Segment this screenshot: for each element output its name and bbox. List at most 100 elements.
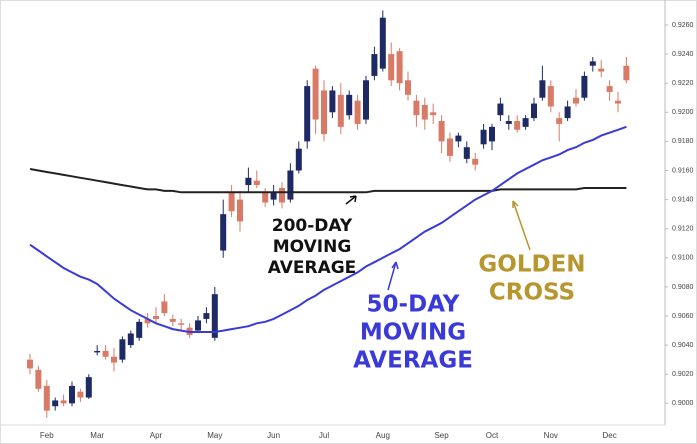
annotation: 50-DAY [367, 292, 460, 318]
y-tick-label: 0.9080 [672, 284, 694, 291]
candle-body [312, 68, 319, 120]
candle-body [379, 17, 386, 69]
candle-body [69, 385, 75, 404]
candle-body [228, 192, 235, 212]
candle-body [144, 318, 151, 324]
candle-body [522, 118, 529, 127]
candle-body [253, 180, 260, 186]
candle-body [489, 126, 495, 142]
candle-body [472, 158, 479, 165]
candle-body [354, 100, 361, 124]
candle-body [178, 323, 185, 325]
candle-body [337, 94, 344, 127]
x-tick-label: Mar [90, 431, 104, 440]
x-tick-label: Apr [150, 431, 163, 440]
candle-body [169, 318, 176, 322]
candle-body [598, 68, 605, 72]
candle-body [329, 90, 336, 113]
candle-body [262, 192, 269, 203]
x-tick-label: Feb [40, 431, 54, 440]
candle-body [35, 369, 42, 389]
candle-body [195, 320, 201, 331]
annotation: CROSS [489, 280, 575, 306]
candle-body [203, 313, 210, 319]
annotation: 200-DAY [272, 216, 353, 236]
arrow-golden [512, 200, 531, 251]
x-tick-label: Jun [267, 431, 280, 440]
x-tick-label: Dec [602, 431, 616, 440]
candle-body [127, 333, 134, 346]
candle-body [371, 54, 378, 76]
candle-body [430, 112, 437, 116]
candle-body [480, 129, 487, 145]
candle-body [615, 100, 621, 104]
candle-body [581, 75, 588, 98]
candle-body [388, 54, 395, 81]
candle-body [589, 61, 596, 66]
x-tick-label: Jul [319, 431, 329, 440]
candle-body [497, 103, 504, 116]
candle-body [153, 316, 159, 319]
y-tick-label: 0.9100 [672, 255, 694, 262]
candle-body [505, 121, 512, 124]
y-tick-label: 0.9160 [672, 167, 694, 174]
candle-body [363, 80, 369, 120]
annotation: MOVING [360, 320, 466, 346]
candle-body [295, 148, 302, 171]
y-tick-label: 0.9000 [672, 400, 694, 407]
annotation: AVERAGE [353, 348, 473, 374]
candle-body [94, 350, 101, 353]
candle-body [211, 294, 218, 338]
candle-body [245, 177, 252, 186]
x-tick-label: Oct [486, 431, 499, 440]
y-tick-label: 0.9120 [672, 226, 694, 233]
candle-body [136, 321, 143, 338]
candle-body [346, 94, 353, 116]
y-tick-label: 0.9180 [672, 138, 694, 145]
y-tick-label: 0.9200 [672, 109, 694, 116]
ma200-line [29, 168, 627, 194]
candle-body [27, 359, 33, 369]
x-tick-label: Nov [544, 431, 558, 440]
annotation: GOLDEN [478, 252, 585, 278]
annotation: MOVING [273, 237, 352, 257]
candle-body [606, 86, 613, 92]
candle-body [539, 80, 546, 98]
candle-body [455, 135, 462, 142]
candle-body [161, 301, 168, 314]
candle-body [413, 100, 420, 116]
candle-body [405, 80, 411, 95]
y-tick-label: 0.9140 [672, 196, 694, 203]
candle-body [421, 105, 428, 120]
candle-body [60, 400, 67, 404]
y-tick-label: 0.9260 [672, 22, 694, 29]
candle-body [102, 350, 109, 357]
x-tick-label: Sep [434, 431, 449, 440]
candle-body [85, 377, 92, 398]
y-tick-label: 0.9220 [672, 80, 694, 87]
candle-body [447, 138, 453, 156]
candle-body [531, 103, 537, 119]
y-tick-label: 0.9020 [672, 371, 694, 378]
x-tick-label: Aug [376, 431, 390, 440]
candle-body [287, 170, 294, 200]
y-tick-label: 0.9060 [672, 313, 694, 320]
candle-body [270, 192, 277, 200]
candle-body [514, 121, 521, 130]
candle-body [547, 86, 554, 107]
candle-body [111, 356, 117, 363]
ma50-line [29, 125, 627, 333]
candle-body [623, 65, 630, 81]
candle-body [304, 86, 311, 142]
candle-body [220, 214, 227, 251]
arrows [345, 195, 531, 291]
candle-body [564, 106, 571, 119]
candle-body [43, 385, 50, 411]
candle-body [52, 400, 59, 407]
candle-body [77, 391, 84, 398]
candle-body [119, 339, 126, 360]
candle-body [556, 118, 563, 124]
candle-body [237, 199, 243, 222]
